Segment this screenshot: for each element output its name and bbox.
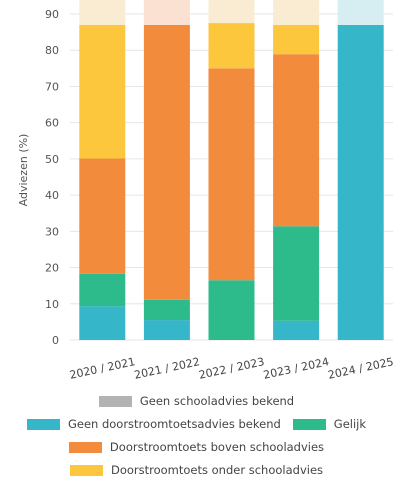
legend-swatch (68, 441, 102, 453)
y-tick-label: 80 (45, 44, 59, 57)
y-axis-label: Adviezen (%) (17, 134, 30, 207)
x-tick-label: 2022 / 2023 (198, 355, 266, 382)
legend-label: Doorstroomtoets boven schooladvies (109, 440, 325, 454)
bar-overflow (208, 0, 255, 24)
bar-overflow (143, 0, 190, 25)
bar-overflow (79, 0, 126, 25)
legend-swatch (26, 418, 60, 430)
legend-swatch (292, 418, 326, 430)
x-tick-label: 2023 / 2024 (262, 355, 330, 382)
y-tick-label: 60 (45, 117, 59, 130)
bar-segment (143, 24, 190, 300)
bar-segment (273, 24, 320, 55)
bar-segment (79, 273, 126, 307)
y-tick-label: 20 (45, 262, 59, 275)
legend-row: Doorstroomtoets boven schooladvies (0, 438, 393, 456)
y-tick-label: 40 (45, 189, 59, 202)
legend-item[interactable]: Geen doorstroomtoetsadvies bekend (26, 417, 281, 431)
bar-segment (143, 299, 190, 321)
y-tick-label: 10 (45, 298, 59, 311)
x-tick-label: 2020 / 2021 (68, 355, 136, 382)
legend-item[interactable]: Geen schooladvies bekend (98, 394, 295, 408)
legend-row: Geen schooladvies bekend (0, 392, 393, 410)
x-tick-label: 2021 / 2022 (133, 355, 201, 382)
y-tick-label: 30 (45, 225, 59, 238)
bar-segment (208, 280, 255, 340)
legend-label: Doorstroomtoets onder schooladvies (110, 463, 324, 477)
legend-row: Doorstroomtoets onder schooladvies (0, 461, 393, 479)
chart-legend: Geen schooladvies bekend Geen doorstroomt… (0, 392, 393, 484)
y-tick-label: 0 (52, 334, 59, 347)
bar-overflow (273, 0, 320, 25)
legend-label: Geen doorstroomtoetsadvies bekend (67, 417, 281, 431)
bar-segment (79, 158, 126, 274)
bar-segment (273, 320, 320, 340)
legend-row: Geen doorstroomtoetsadvies bekend Gelijk (0, 415, 393, 433)
y-tick-label: 70 (45, 80, 59, 93)
legend-item[interactable]: Doorstroomtoets boven schooladvies (68, 440, 325, 454)
legend-item[interactable]: Gelijk (292, 417, 367, 431)
bar-segment (273, 226, 320, 321)
bar-segment (337, 24, 384, 340)
legend-label: Geen schooladvies bekend (139, 394, 295, 408)
bar-segment (208, 68, 255, 281)
bar-segment (273, 54, 320, 227)
x-tick-label: 2024 / 2025 (327, 355, 393, 382)
legend-swatch (98, 395, 132, 407)
legend-swatch (69, 464, 103, 476)
y-tick-label: 50 (45, 153, 59, 166)
bar-segment (208, 23, 255, 69)
bar-overflow (337, 0, 384, 25)
legend-item[interactable]: Doorstroomtoets onder schooladvies (69, 463, 324, 477)
bar-segment (79, 306, 126, 340)
legend-label: Gelijk (333, 417, 367, 431)
bar-segment (79, 24, 126, 159)
y-tick-label: 90 (45, 8, 59, 21)
bar-segment (143, 320, 190, 340)
